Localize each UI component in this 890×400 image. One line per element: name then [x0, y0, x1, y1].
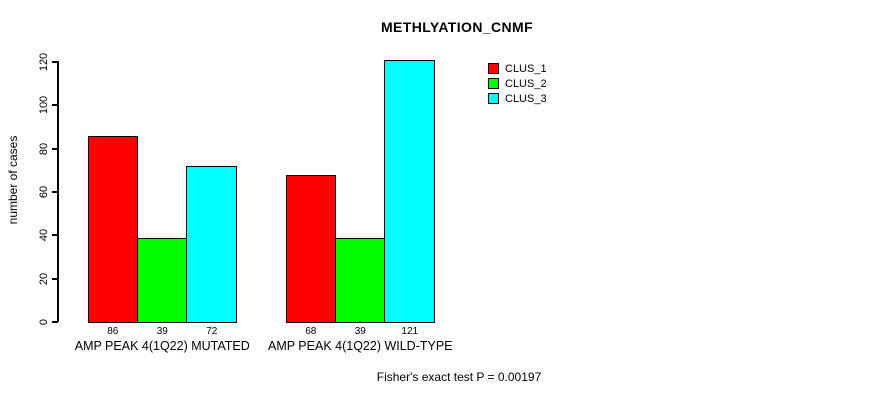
- y-tick-label: 40: [38, 229, 50, 242]
- annotation-text: Fisher's exact test P = 0.00197: [376, 370, 542, 384]
- y-tick-mark: [52, 104, 58, 107]
- legend-swatch-clus_1: [488, 63, 499, 74]
- y-tick-label: 120: [38, 52, 50, 72]
- y-axis-label: number of cases: [6, 135, 20, 225]
- y-tick-mark: [52, 321, 58, 323]
- y-tick-mark: [52, 147, 58, 150]
- legend-label: CLUS_3: [505, 92, 547, 105]
- bar-clus_1-group1: [88, 135, 138, 323]
- bar-value-label: 39: [354, 326, 366, 337]
- legend-item: CLUS_1: [488, 61, 547, 76]
- bar-value-label: 72: [206, 326, 218, 337]
- y-tick-label: 100: [38, 96, 50, 115]
- category-label: AMP PEAK 4(1Q22) MUTATED: [74, 339, 250, 353]
- legend-label: CLUS_2: [505, 77, 547, 90]
- y-tick-label: 80: [38, 142, 50, 155]
- y-tick-mark: [52, 61, 58, 63]
- bar-clus_1-group2: [286, 174, 336, 323]
- bar-clus_3-group1: [186, 166, 237, 323]
- y-axis-line: [57, 61, 59, 322]
- legend-label: CLUS_1: [505, 62, 547, 75]
- y-tick-label: 0: [38, 318, 50, 326]
- bar-value-label: 68: [305, 326, 317, 337]
- bar-value-label: 39: [156, 326, 168, 337]
- y-tick-label: 20: [38, 272, 50, 285]
- bar-value-label: 121: [401, 326, 419, 337]
- legend-swatch-clus_3: [488, 93, 499, 104]
- category-label: AMP PEAK 4(1Q22) WILD-TYPE: [267, 339, 453, 353]
- legend-item: CLUS_3: [488, 91, 547, 106]
- chart-title: METHLYATION_CNMF: [380, 19, 534, 35]
- y-tick-mark: [52, 277, 58, 280]
- y-tick-mark: [52, 234, 58, 237]
- bar-clus_2-group1: [136, 237, 187, 323]
- legend-swatch-clus_2: [488, 78, 499, 89]
- y-tick-mark: [52, 191, 58, 193]
- y-tick-label: 60: [38, 185, 50, 199]
- bar-clus_3-group2: [384, 59, 435, 323]
- bar-clus_2-group2: [334, 237, 385, 323]
- legend: CLUS_1 CLUS_2 CLUS_3: [488, 61, 547, 106]
- legend-item: CLUS_2: [488, 76, 547, 91]
- bar-value-label: 86: [107, 326, 119, 337]
